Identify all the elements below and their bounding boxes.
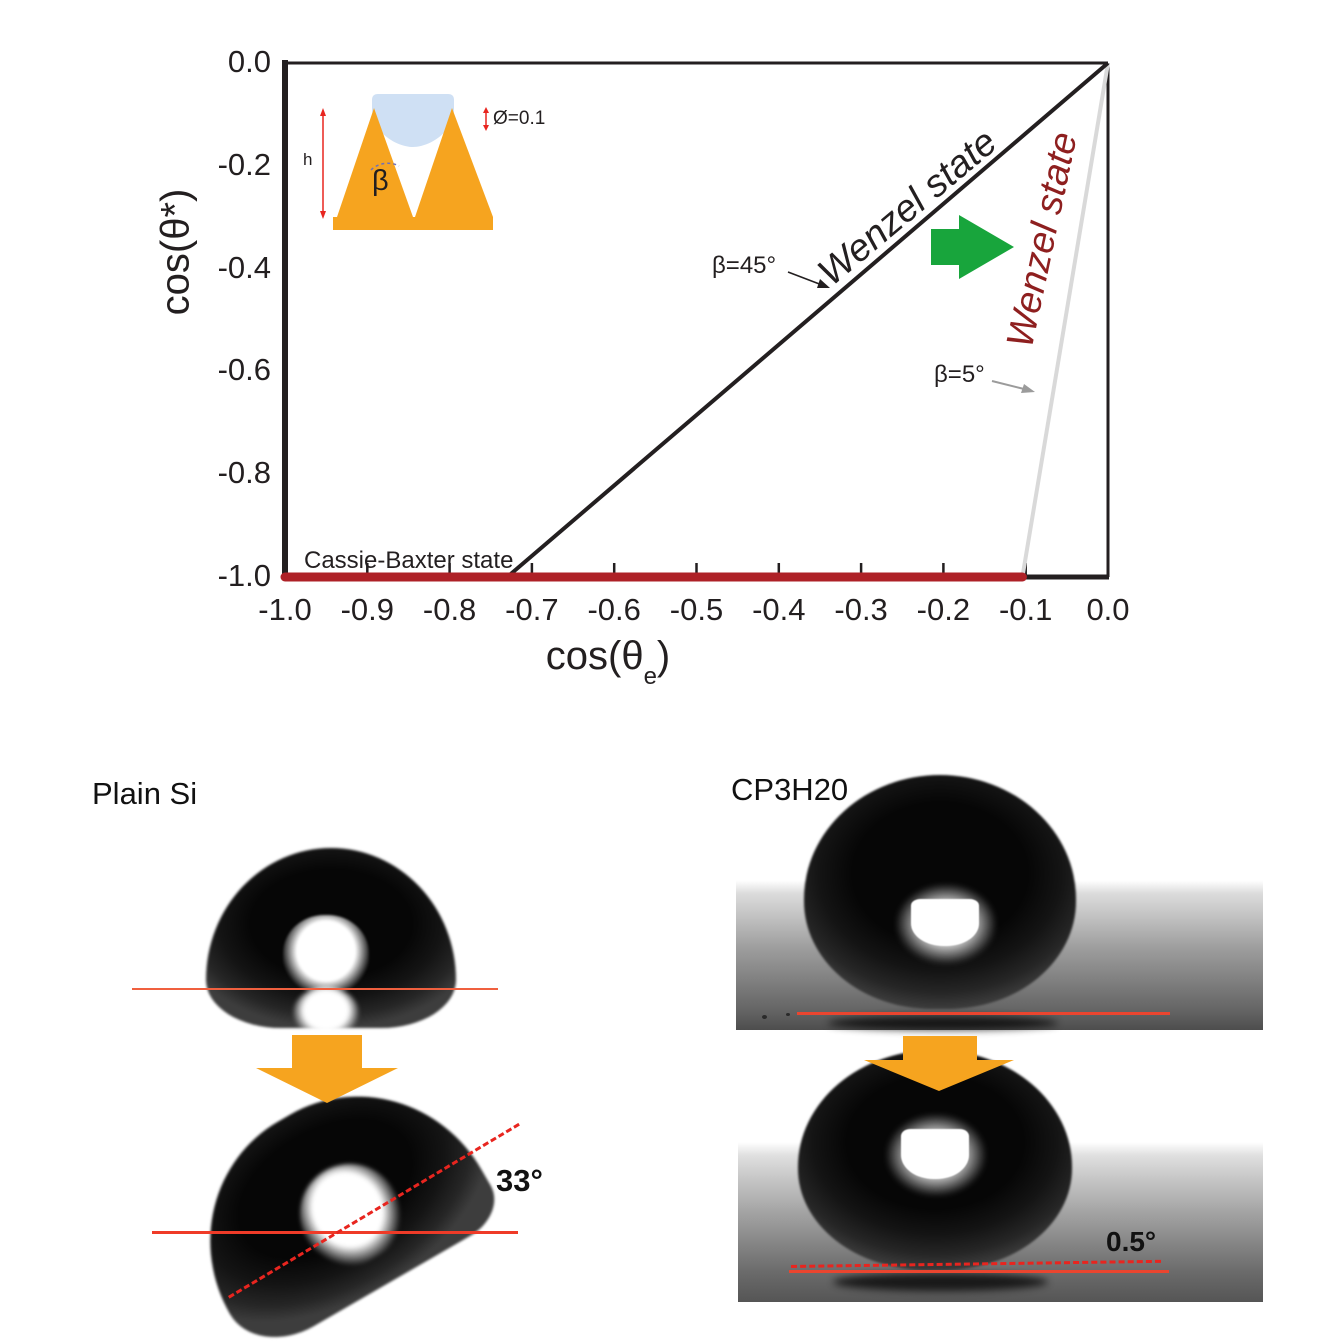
plain-si-label: Plain Si (92, 776, 198, 811)
plain-si-droplet-photo (130, 835, 502, 1039)
beta-5-label: β=5° (934, 361, 985, 388)
x-tick-label: -0.5 (669, 592, 724, 627)
droplet-highlight (901, 1129, 969, 1179)
tilt-angle-value: 33° (496, 1163, 543, 1198)
cp3h20-droplet-photo (736, 772, 1263, 1030)
x-tick-label: -0.8 (422, 592, 477, 627)
wenzel-state-label-5: Wenzel state (999, 128, 1086, 352)
inset-fraction-arrowhead-top (483, 107, 489, 113)
x-tick-label: -0.3 (834, 592, 888, 627)
y-tick-label: -0.6 (217, 352, 271, 388)
baseline-marker (152, 1231, 518, 1234)
cp3h20-label: CP3H20 (731, 772, 849, 807)
y-tick-label: -0.8 (217, 455, 271, 491)
droplet-reflection (833, 1273, 1048, 1291)
x-tick-label: -0.1 (998, 592, 1053, 627)
beta5-pointer (991, 380, 1035, 393)
x-tick-label: -0.9 (340, 592, 394, 627)
x-tick-label: 0.0 (1086, 592, 1130, 627)
inset-fraction-label: Ø=0.1 (493, 108, 546, 129)
droplet-highlight (283, 915, 369, 995)
plain-si-tilted-droplet-photo: 33° (150, 1045, 560, 1342)
tilt-angle-value: 0.5° (1106, 1226, 1157, 1257)
inset-height-label: h (303, 150, 313, 169)
down-arrow-left-icon (256, 1035, 398, 1103)
transition-arrow-icon (931, 215, 1014, 279)
x-tick-label: -0.2 (916, 592, 971, 627)
cassie-baxter-label: Cassie-Baxter state (304, 547, 514, 574)
x-tick-label: -0.6 (587, 592, 641, 627)
inset-fraction-arrowhead-bottom (483, 125, 489, 131)
droplet-highlight (911, 899, 979, 946)
baseline-marker (797, 1012, 1170, 1015)
y-tick-label: -1.0 (217, 558, 271, 593)
droplet-highlight-reflection (293, 987, 359, 1039)
surface-speck (762, 1015, 767, 1019)
surface-texture-inset (320, 94, 493, 230)
x-tick-label: -1.0 (258, 592, 312, 627)
y-tick-label: -0.4 (217, 249, 271, 285)
inset-height-arrowhead-bottom (320, 211, 326, 219)
x-tick-label: -0.4 (752, 592, 806, 627)
x-axis-title: cos(θe) (545, 634, 671, 690)
baseline-marker (789, 1270, 1169, 1273)
cp3h20-tilted-droplet-photo: 0.5° (738, 1040, 1263, 1302)
y-tick-label: 0.0 (227, 44, 271, 79)
x-tick-label: -0.7 (505, 592, 559, 627)
surface-speck (786, 1013, 790, 1016)
y-tick-label: -0.2 (217, 146, 271, 182)
droplet-highlight (282, 1145, 419, 1283)
x-axis-title-suffix: ) (656, 634, 671, 678)
wenzel-state-label-45: Wenzel state (810, 121, 1006, 295)
inset-height-arrowhead-top (320, 108, 326, 116)
inset-base (333, 217, 493, 230)
droplet-reflection (828, 1016, 1058, 1030)
x-axis-title-prefix: cos(θ (545, 634, 644, 678)
inset-right-pillar (415, 108, 493, 217)
inset-droplet (372, 94, 454, 147)
beta-45-label: β=45° (712, 252, 777, 279)
inset-left-pillar (337, 108, 413, 217)
baseline-marker (132, 988, 498, 990)
x-axis-title-sub: e (643, 663, 657, 690)
tilted-droplet-silhouette (158, 1045, 508, 1342)
inset-angle-label: β (372, 165, 389, 197)
